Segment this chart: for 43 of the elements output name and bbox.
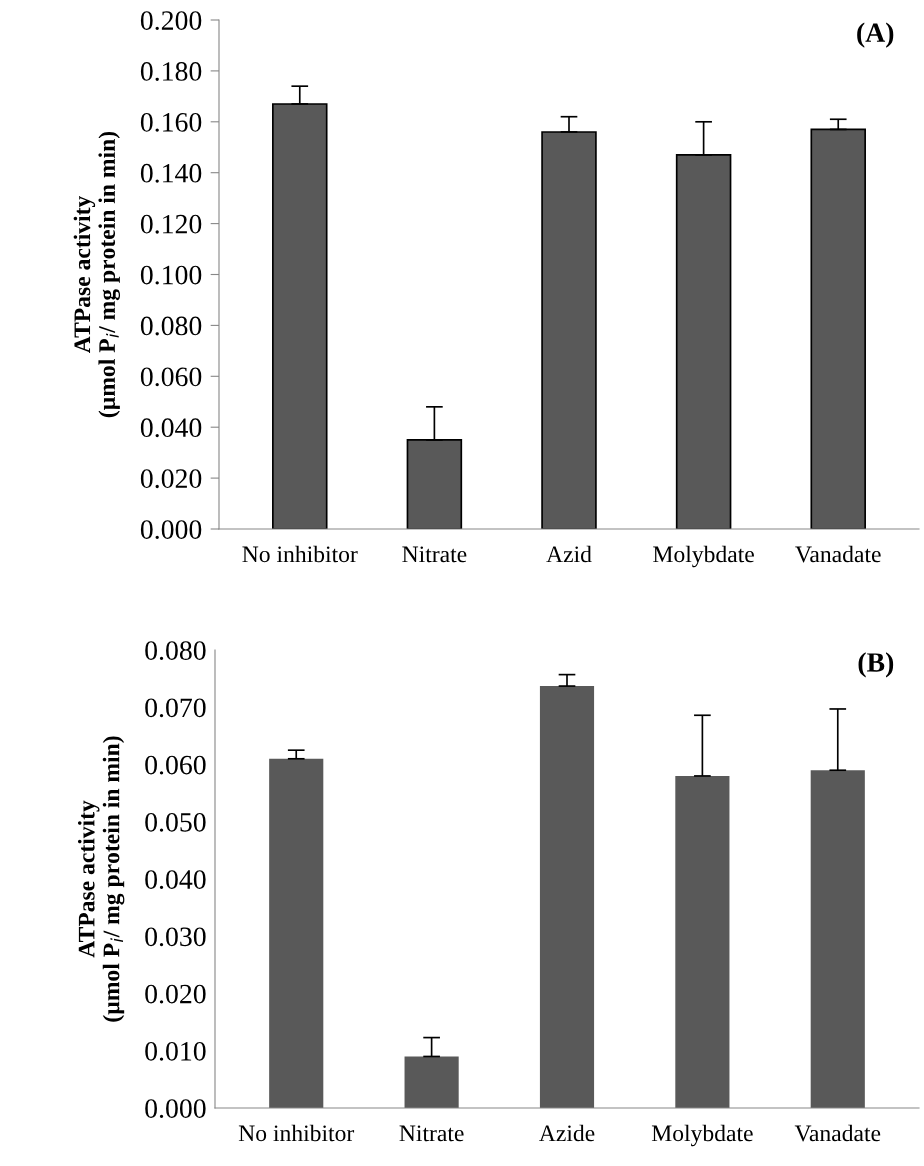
- y-tick-label: 0.040: [145, 870, 206, 890]
- y-tick-label: 0.000: [145, 1099, 206, 1119]
- y-tick-label: 0.020: [145, 984, 206, 1004]
- x-tick-label: Vanadate: [794, 1124, 881, 1142]
- x-tick-label: Vanadate: [795, 545, 881, 563]
- bar: [675, 775, 730, 1108]
- y-tick-label: 0.040: [140, 418, 202, 438]
- annotation: (B): [858, 652, 894, 678]
- y-tick-label: 0.080: [145, 641, 206, 661]
- bar: [404, 1056, 459, 1108]
- y-tick-label: 0.000: [140, 520, 202, 540]
- x-tick-label: No inhibitor: [242, 545, 358, 563]
- x-tick-label: Nitrate: [402, 546, 467, 563]
- y-tick-label: 0.070: [145, 698, 206, 718]
- x-tick-label: No inhibitor: [238, 1124, 355, 1142]
- annotation: (A): [857, 22, 894, 48]
- x-tick-label: Azid: [546, 545, 592, 563]
- x-tick-label: Azide: [539, 1124, 595, 1142]
- bar: [272, 103, 328, 529]
- y-tick-label: 0.020: [140, 469, 202, 489]
- bar: [675, 154, 732, 529]
- y-tick-label: 0.140: [140, 163, 202, 183]
- bar: [539, 686, 595, 1108]
- y-axis-title: ATPase activity (µmol P$_{i}$/ mg protein in min): [77, 736, 125, 1022]
- y-tick-label: 0.050: [145, 812, 206, 832]
- x-tick-label: Nitrate: [399, 1125, 464, 1142]
- y-tick-label: 0.060: [140, 367, 202, 387]
- y-tick-label: 0.030: [145, 927, 206, 947]
- y-tick-label: 0.160: [140, 112, 202, 132]
- y-tick-label: 0.180: [140, 62, 202, 81]
- y-tick-label: 0.200: [140, 11, 202, 31]
- y-tick-label: 0.080: [140, 316, 202, 336]
- x-tick-label: Molybdate: [651, 1124, 753, 1147]
- bar: [269, 758, 324, 1108]
- x-tick-label: Molybdate: [653, 545, 754, 568]
- y-tick-label: 0.120: [140, 214, 202, 234]
- y-axis-title: ATPase activity (µmol P$_{i}$/ mg protein in min): [73, 131, 121, 418]
- y-tick-label: 0.010: [145, 1041, 206, 1061]
- y-tick-label: 0.060: [145, 755, 206, 775]
- bar: [406, 439, 463, 529]
- y-tick-label: 0.100: [140, 265, 202, 285]
- bar: [810, 770, 865, 1108]
- bar: [541, 131, 597, 529]
